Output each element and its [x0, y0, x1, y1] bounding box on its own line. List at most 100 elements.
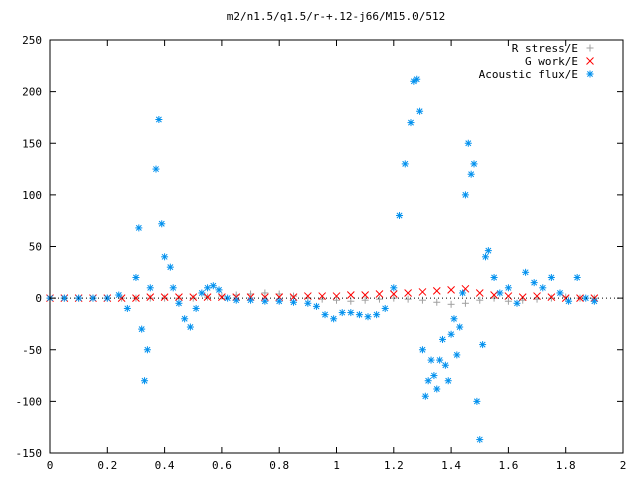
series-2	[46, 75, 598, 444]
data-point	[433, 298, 441, 306]
data-point	[375, 295, 383, 303]
x-tick-label: 1	[333, 459, 340, 472]
x-tick-label: 0.6	[212, 459, 232, 472]
data-point	[275, 290, 283, 298]
data-point	[407, 119, 415, 127]
data-point	[389, 290, 398, 298]
data-point	[152, 165, 160, 173]
data-point	[576, 294, 584, 302]
data-point	[338, 309, 346, 317]
data-point	[427, 356, 435, 364]
data-point	[160, 293, 169, 301]
y-tick-label: 0	[35, 292, 42, 305]
data-point	[321, 311, 329, 319]
data-point	[447, 300, 455, 308]
data-point	[215, 286, 223, 294]
data-point	[476, 436, 484, 444]
data-point	[456, 323, 464, 331]
legend-label: R stress/E	[512, 42, 578, 55]
data-point	[143, 346, 151, 354]
data-point	[441, 361, 449, 369]
x-tick-label: 0.2	[97, 459, 117, 472]
legend-marker	[586, 57, 594, 65]
data-point	[490, 273, 498, 281]
data-point	[218, 292, 226, 300]
data-point	[481, 253, 489, 261]
data-point	[444, 377, 452, 385]
data-point	[533, 295, 541, 303]
data-point	[418, 288, 427, 296]
data-point	[330, 315, 338, 323]
data-point	[333, 296, 340, 304]
y-tick-label: -150	[16, 447, 43, 460]
data-point	[565, 297, 573, 305]
data-point	[539, 284, 547, 292]
data-point	[590, 297, 598, 305]
y-tick-label: 250	[22, 34, 42, 47]
data-point	[453, 351, 461, 359]
data-point	[103, 294, 111, 302]
data-point	[522, 268, 530, 276]
data-point	[373, 311, 381, 319]
data-point	[416, 107, 424, 115]
data-point	[304, 299, 312, 307]
data-point	[347, 297, 355, 305]
legend-label: G work/E	[525, 55, 578, 68]
y-tick-label: 100	[22, 189, 42, 202]
legend-marker	[586, 70, 594, 78]
x-tick-label: 1.8	[556, 459, 576, 472]
data-point	[547, 273, 555, 281]
data-point	[186, 323, 194, 331]
data-point	[261, 297, 269, 305]
x-tick-label: 1.4	[441, 459, 461, 472]
data-point	[433, 385, 441, 393]
data-point	[390, 284, 398, 292]
data-point	[404, 295, 412, 303]
data-point	[364, 313, 372, 321]
data-point	[146, 284, 154, 292]
data-point	[132, 273, 140, 281]
data-point	[464, 139, 472, 147]
data-point	[461, 299, 469, 307]
y-tick-label: 200	[22, 86, 42, 99]
data-point	[381, 304, 389, 312]
data-point	[450, 315, 458, 323]
data-point	[361, 296, 369, 304]
data-point	[261, 289, 269, 297]
data-point	[123, 304, 131, 312]
data-point	[496, 289, 504, 297]
data-point	[346, 291, 355, 299]
data-point	[175, 293, 183, 301]
data-point	[432, 287, 441, 295]
data-point	[247, 290, 255, 298]
data-point	[436, 356, 444, 364]
data-point	[175, 299, 183, 307]
data-point	[361, 291, 370, 299]
data-point	[518, 293, 527, 301]
data-point	[562, 293, 570, 301]
data-point	[479, 341, 487, 349]
legend-marker	[586, 44, 594, 52]
data-point	[582, 294, 590, 302]
data-point	[318, 292, 327, 300]
y-tick-label: -50	[22, 344, 42, 357]
data-point	[218, 293, 226, 301]
data-point	[476, 296, 484, 304]
data-point	[290, 292, 298, 300]
plot-frame	[49, 39, 624, 454]
data-point	[355, 311, 363, 319]
data-point	[430, 372, 438, 380]
data-point	[447, 330, 455, 338]
data-point	[158, 220, 166, 228]
y-tick-label: -100	[16, 395, 43, 408]
data-point	[224, 294, 232, 302]
data-point	[375, 290, 384, 298]
data-point	[189, 293, 198, 301]
data-point	[439, 335, 447, 343]
data-point	[504, 297, 512, 305]
x-tick-label: 0.8	[269, 459, 289, 472]
data-point	[484, 247, 492, 255]
chart-title: m2/n1.5/q1.5/r-+.12-j66/M15.0/512	[227, 10, 446, 23]
data-point	[181, 315, 189, 323]
